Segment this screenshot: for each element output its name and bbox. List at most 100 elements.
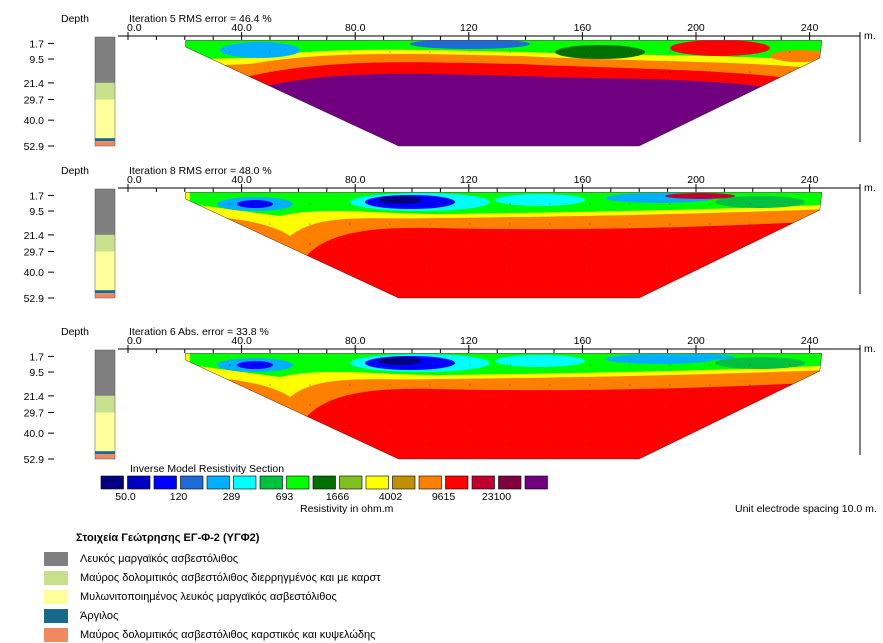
x-tick-label: 160 (574, 335, 592, 347)
data-point (189, 91, 191, 93)
data-point (629, 131, 631, 133)
data-point (829, 91, 831, 93)
colorbar-swatch (153, 475, 177, 490)
x-tick-label: 0.0 (127, 335, 142, 347)
spacing-note: Unit electrode spacing 10.0 m. (735, 503, 877, 515)
data-point (629, 384, 631, 386)
data-point (629, 111, 631, 113)
data-point (309, 404, 311, 406)
colorbar-swatch (365, 475, 389, 490)
legend-label: Μυλωνιτοποιημένος λευκός μαργαϊκός ασβεσ… (80, 591, 337, 603)
data-point (389, 111, 391, 113)
borehole-segment (95, 234, 115, 252)
data-point (789, 424, 791, 426)
x-tick-label: 120 (460, 174, 478, 186)
data-point (189, 203, 191, 205)
colorbar-swatch (127, 475, 151, 490)
data-point (189, 71, 191, 73)
colorbar-swatch (524, 475, 548, 490)
data-point (589, 203, 591, 205)
data-point (549, 91, 551, 93)
data-point (629, 404, 631, 406)
data-point (309, 51, 311, 53)
section-outline (185, 353, 823, 460)
data-point (349, 71, 351, 73)
depth-tick-label: 9.5 (29, 206, 44, 218)
data-point (749, 223, 751, 225)
data-point (469, 243, 471, 245)
depth-label: Depth (61, 13, 90, 25)
data-point (789, 111, 791, 113)
data-point (429, 444, 431, 446)
data-point (309, 91, 311, 93)
data-point (629, 444, 631, 446)
data-point (429, 243, 431, 245)
depth-tick-label: 9.5 (29, 367, 44, 379)
data-point (269, 283, 271, 285)
data-point (549, 263, 551, 265)
data-point (509, 111, 511, 113)
colorbar-tick-label: 120 (170, 491, 188, 503)
data-point (469, 203, 471, 205)
colorbar-swatch (471, 475, 495, 490)
resistivity-fill (378, 196, 422, 205)
data-point (309, 424, 311, 426)
depth-tick-label: 29.7 (24, 95, 45, 107)
data-point (389, 71, 391, 73)
section-panel-2: 0.0 40.0 80.0 120 160 200 240 m. 1.7 9.5 21.4 29.7 4… (24, 174, 876, 305)
data-point (749, 51, 751, 53)
colorbar-swatch (339, 475, 363, 490)
legend-label: Άργιλος (80, 610, 119, 622)
data-point (549, 243, 551, 245)
data-point (189, 283, 191, 285)
colorbar-swatch (312, 475, 336, 490)
resistivity-fill (237, 200, 273, 209)
data-point (589, 131, 591, 133)
data-point (669, 51, 671, 53)
data-point (309, 384, 311, 386)
data-point (509, 283, 511, 285)
data-point (469, 364, 471, 366)
data-point (669, 131, 671, 133)
data-point (669, 71, 671, 73)
x-tick-label: 240 (801, 22, 819, 34)
data-point (829, 71, 831, 73)
data-point (669, 424, 671, 426)
data-point (749, 424, 751, 426)
data-point (549, 223, 551, 225)
data-point (589, 51, 591, 53)
depth-tick-label: 21.4 (24, 230, 45, 242)
resistivity-fill (670, 40, 770, 57)
data-point (669, 444, 671, 446)
depth-tick-label: 52.9 (24, 293, 45, 305)
legend-label: Λευκός μαργαϊκός ασβεστόλιθος (80, 553, 239, 565)
data-point (389, 223, 391, 225)
x-tick-label: 40.0 (231, 174, 252, 186)
data-point (429, 404, 431, 406)
data-point (709, 384, 711, 386)
data-point (189, 384, 191, 386)
data-point (469, 263, 471, 265)
data-point (429, 71, 431, 73)
data-point (629, 424, 631, 426)
x-tick-label: 160 (574, 174, 592, 186)
data-point (589, 263, 591, 265)
resistivity-fill (770, 50, 822, 63)
depth-tick-label: 52.9 (24, 454, 45, 466)
data-point (669, 91, 671, 93)
colorbar-swatch (445, 475, 469, 490)
data-point (349, 364, 351, 366)
data-point (509, 131, 511, 133)
colorbar-tick-label: 50.0 (115, 491, 136, 503)
data-point (269, 404, 271, 406)
x-tick-label: 80.0 (345, 335, 366, 347)
data-point (229, 424, 231, 426)
data-point (709, 364, 711, 366)
borehole-segment (95, 451, 115, 455)
x-tick-label: 0.0 (127, 174, 142, 186)
data-point (309, 364, 311, 366)
data-point (669, 111, 671, 113)
data-point (269, 243, 271, 245)
data-point (589, 444, 591, 446)
colorbar-tick-label: 289 (223, 491, 241, 503)
